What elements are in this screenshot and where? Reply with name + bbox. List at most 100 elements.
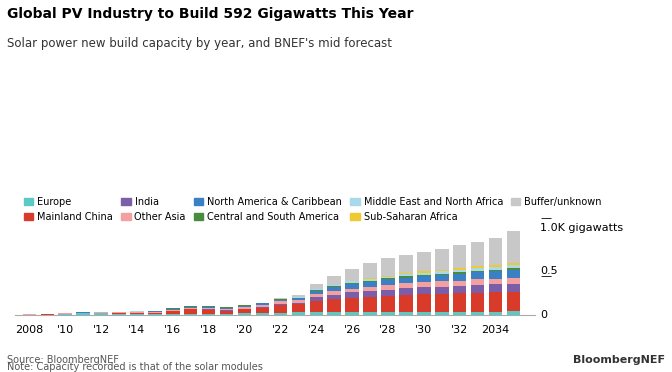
Bar (345, 298, 359, 312)
Bar (417, 275, 431, 276)
Bar (310, 294, 323, 298)
Bar (148, 311, 161, 312)
Bar (310, 291, 323, 294)
Bar (94, 313, 108, 315)
Bar (327, 285, 341, 286)
Bar (364, 279, 377, 281)
Bar (327, 286, 341, 287)
Bar (453, 312, 466, 315)
Bar (381, 290, 394, 296)
Bar (381, 285, 394, 290)
Text: Note: Capacity recorded is that of the solar modules: Note: Capacity recorded is that of the s… (7, 362, 263, 372)
Text: 0.5: 0.5 (540, 266, 558, 276)
Bar (453, 286, 466, 294)
Bar (381, 258, 394, 276)
Bar (310, 312, 323, 315)
Bar (166, 314, 179, 315)
Bar (238, 313, 251, 315)
Bar (130, 313, 144, 314)
Bar (381, 312, 394, 315)
Bar (345, 292, 359, 298)
Bar (435, 287, 448, 294)
Bar (471, 272, 485, 279)
Bar (220, 310, 233, 311)
Bar (435, 275, 448, 281)
Bar (166, 311, 179, 314)
Bar (417, 312, 431, 315)
Bar (327, 287, 341, 291)
Bar (327, 312, 341, 315)
Bar (507, 292, 520, 311)
Bar (184, 314, 198, 315)
Bar (345, 289, 359, 292)
Bar (471, 242, 485, 266)
Bar (507, 231, 520, 263)
Bar (507, 270, 520, 278)
Bar (471, 285, 485, 293)
Bar (399, 288, 413, 295)
Bar (399, 295, 413, 312)
Bar (112, 312, 126, 313)
Bar (364, 312, 377, 315)
Bar (327, 299, 341, 312)
Bar (364, 278, 377, 279)
Bar (292, 297, 305, 298)
Bar (471, 271, 485, 272)
Bar (453, 294, 466, 312)
Bar (381, 279, 394, 285)
Bar (345, 284, 359, 289)
Bar (112, 314, 126, 315)
Bar (184, 308, 198, 309)
Bar (184, 310, 198, 314)
Bar (256, 308, 269, 313)
Bar (399, 276, 413, 278)
Bar (202, 308, 216, 309)
Bar (364, 281, 377, 282)
Bar (292, 300, 305, 303)
Bar (435, 281, 448, 287)
Bar (417, 252, 431, 271)
Bar (345, 282, 359, 283)
Bar (202, 314, 216, 315)
Bar (364, 263, 377, 278)
Bar (471, 312, 485, 315)
Bar (364, 297, 377, 312)
Bar (166, 310, 179, 311)
Bar (507, 311, 520, 315)
Bar (310, 289, 323, 290)
Bar (489, 267, 503, 270)
Bar (292, 312, 305, 315)
Bar (310, 301, 323, 312)
Text: —: — (540, 271, 552, 281)
Bar (399, 275, 413, 276)
Bar (489, 285, 503, 292)
Bar (77, 313, 90, 315)
Bar (202, 309, 216, 310)
Bar (130, 312, 144, 313)
Bar (274, 298, 287, 299)
Bar (40, 314, 54, 315)
Bar (417, 282, 431, 288)
Bar (435, 294, 448, 312)
Bar (417, 288, 431, 294)
Bar (220, 308, 233, 309)
Bar (417, 294, 431, 312)
Bar (453, 272, 466, 274)
Bar (292, 298, 305, 300)
Bar (489, 270, 503, 272)
Bar (399, 273, 413, 275)
Bar (220, 309, 233, 310)
Bar (184, 309, 198, 310)
Text: Source: BloombergNEF: Source: BloombergNEF (7, 355, 118, 365)
Bar (507, 266, 520, 269)
Bar (471, 293, 485, 312)
Bar (364, 291, 377, 297)
Bar (399, 278, 413, 283)
Bar (489, 272, 503, 279)
Bar (507, 284, 520, 292)
Bar (327, 291, 341, 295)
Bar (489, 292, 503, 311)
Text: 1.0K gigawatts: 1.0K gigawatts (540, 223, 624, 233)
Bar (345, 281, 359, 282)
Bar (130, 314, 144, 315)
